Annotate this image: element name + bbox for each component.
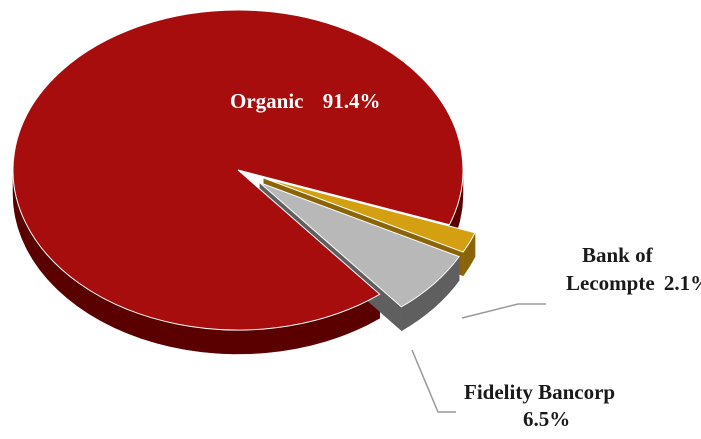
slice-bank-of-lecompte — [263, 177, 476, 253]
slice-fidelity-bancorp — [259, 182, 460, 308]
leader-line-fidelity-bancorp — [411, 349, 456, 413]
pie-tops — [12, 9, 476, 331]
label-fidelity-bancorp-name: Fidelity Bancorp — [464, 380, 615, 404]
data-labels: Organic 91.4% Bank of Lecompte 2.1% Fide… — [230, 89, 701, 431]
label-bank-of-lecompte-value: 2.1% — [664, 271, 701, 295]
label-bank-of-lecompte-line2: Lecompte 2.1% — [566, 271, 701, 295]
label-organic-name: Organic — [230, 89, 304, 113]
label-organic: Organic 91.4% — [230, 89, 381, 113]
slice-organic — [12, 9, 464, 331]
label-organic-value: 91.4% — [323, 89, 381, 113]
leader-line-bank-of-lecompte — [461, 303, 546, 319]
label-bank-of-lecompte-line1: Bank of — [582, 243, 654, 267]
leader-lines — [411, 303, 546, 413]
label-bank-of-lecompte-name: Lecompte — [566, 271, 655, 295]
label-fidelity-bancorp-value: 6.5% — [523, 407, 570, 431]
